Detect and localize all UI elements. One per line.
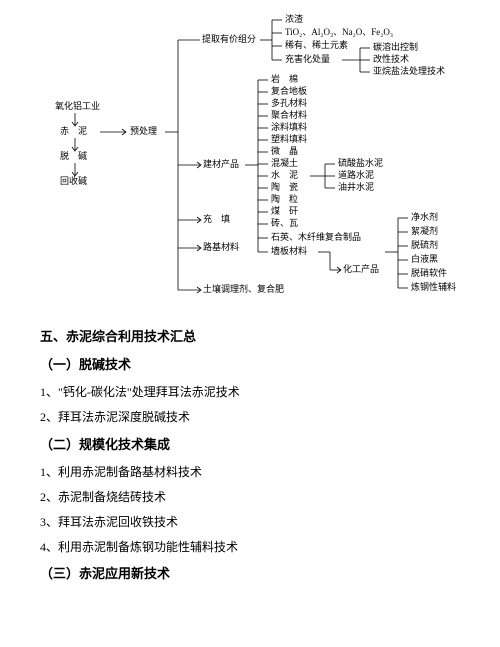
heading-sub-2: （二）规模化技术集成 xyxy=(40,436,460,454)
cement-item-1: 道路水泥 xyxy=(338,171,374,181)
build-item-9: 陶 瓷 xyxy=(271,183,298,193)
s1-item-1: 2、拜耳法赤泥深度脱碱技术 xyxy=(40,409,460,426)
extract-item-3: 充害化处量 xyxy=(285,55,330,65)
build-item-5: 塑料填料 xyxy=(271,135,307,145)
chem-item-5: 炼钢性辅料 xyxy=(411,283,456,293)
right-item-2: 亚烷盐法处理技术 xyxy=(373,67,445,77)
heading-section-5: 五、赤泥综合利用技术汇总 xyxy=(40,328,460,346)
node-alumina-industry: 氧化铝工业 xyxy=(55,102,100,112)
heading-sub-3: （三）赤泥应用新技术 xyxy=(40,565,460,583)
chem-item-0: 净水剂 xyxy=(411,213,438,223)
build-item-12: 砖、瓦 xyxy=(271,219,298,229)
s2-item-3: 4、利用赤泥制备炼钢功能性辅料技术 xyxy=(40,539,460,556)
build-item-8: 水 泥 xyxy=(271,171,298,181)
right-item-1: 改性技术 xyxy=(373,55,409,65)
chem-item-4: 脱硝软件 xyxy=(411,269,447,279)
build-item-1: 复合地板 xyxy=(271,87,307,97)
flowchart-diagram: 氧化铝工业 赤 泥 脱 碱 回收碱 预处理 提取有价组分 浓渣 TiO₂、Al₂… xyxy=(0,0,500,310)
cement-item-2: 油井水泥 xyxy=(338,183,374,193)
node-recover-alkali: 回收碱 xyxy=(60,177,87,187)
build-item-10: 陶 粒 xyxy=(271,195,298,205)
node-soil: 土壤调理剂、复合肥 xyxy=(203,285,284,295)
build-item-13: 石英、木纤维复合制品 xyxy=(271,233,361,243)
build-item-4: 涂料填料 xyxy=(271,123,307,133)
node-pretreatment: 预处理 xyxy=(130,127,157,137)
node-building-products: 建材产品 xyxy=(203,160,239,170)
extract-item-0: 浓渣 xyxy=(285,15,303,25)
build-item-14: 墙板材料 xyxy=(271,247,307,257)
chem-item-2: 脱硫剂 xyxy=(411,241,438,251)
build-item-7: 混凝土 xyxy=(271,159,298,169)
right-item-0: 碳溶出控制 xyxy=(373,43,418,53)
chem-item-3: 白液黑 xyxy=(411,255,438,265)
s1-item-0: 1、"钙化-碳化法"处理拜耳法赤泥技术 xyxy=(40,384,460,401)
chem-item-1: 絮凝剂 xyxy=(411,227,438,237)
build-item-0: 岩 棉 xyxy=(271,75,298,85)
build-item-11: 煤 矸 xyxy=(271,207,298,217)
node-red-mud: 赤 泥 xyxy=(60,127,87,137)
extract-item-2: 稀有、稀土元素 xyxy=(285,41,348,51)
cement-item-0: 硫酸盐水泥 xyxy=(338,159,383,169)
node-extract-valuable: 提取有价组分 xyxy=(202,35,256,45)
document-text: 五、赤泥综合利用技术汇总 （一）脱碱技术 1、"钙化-碳化法"处理拜耳法赤泥技术… xyxy=(40,318,460,594)
s2-item-0: 1、利用赤泥制备路基材料技术 xyxy=(40,464,460,481)
s2-item-1: 2、赤泥制备烧结砖技术 xyxy=(40,489,460,506)
node-chemical-products: 化工产品 xyxy=(343,265,379,275)
build-item-3: 聚合材料 xyxy=(271,111,307,121)
s2-item-2: 3、拜耳法赤泥回收铁技术 xyxy=(40,514,460,531)
node-fill: 充 填 xyxy=(203,215,230,225)
node-roadbase: 路基材料 xyxy=(203,243,239,253)
extract-item-1: TiO₂、Al₂O₃、Na₂O、Fe₂O₃ xyxy=(285,28,393,38)
build-item-6: 微 晶 xyxy=(271,147,298,157)
node-dealkali: 脱 碱 xyxy=(60,152,87,162)
heading-sub-1: （一）脱碱技术 xyxy=(40,356,460,374)
build-item-2: 多孔材料 xyxy=(271,99,307,109)
